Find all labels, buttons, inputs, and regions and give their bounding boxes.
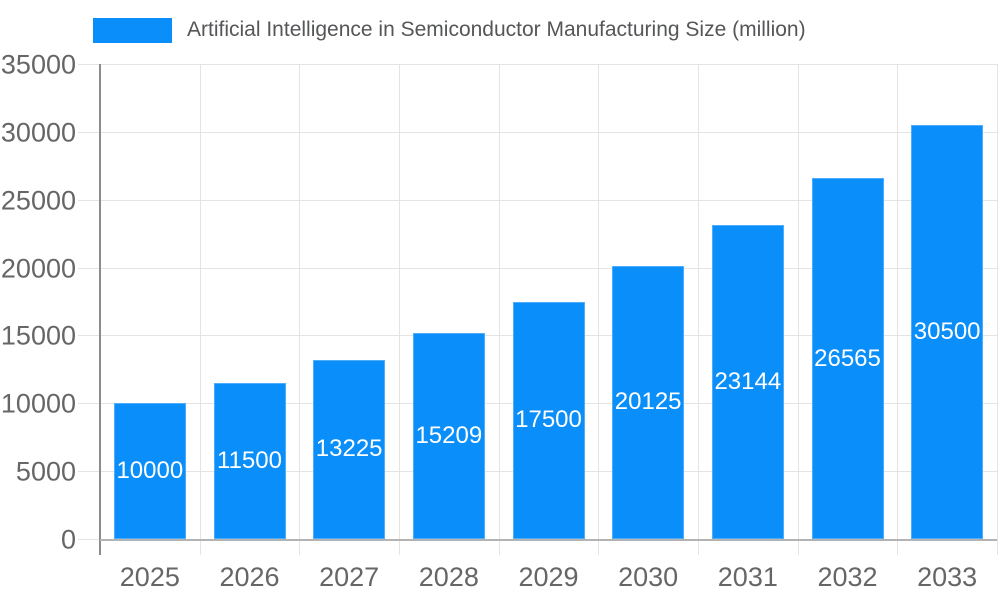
bar-2027[interactable]: 13225 [313, 359, 386, 539]
x-gridline [498, 64, 500, 539]
x-axis-tick [897, 539, 899, 555]
bar-2029[interactable]: 17500 [512, 301, 585, 539]
x-axis-category-label: 2030 [618, 562, 679, 592]
x-axis-tick [698, 539, 699, 555]
bar-value-label: 30500 [913, 318, 981, 346]
legend-label: Artificial Intelligence in Semiconductor… [187, 18, 806, 41]
bar-2030[interactable]: 20125 [612, 265, 685, 539]
y-axis-tick-label: 20000 [0, 253, 76, 284]
y-gridline [78, 199, 997, 201]
x-axis-tick [598, 539, 600, 555]
y-axis-tick-label: 25000 [0, 185, 76, 216]
y-axis-tick-label: 30000 [0, 117, 76, 148]
bar-2032[interactable]: 26565 [811, 178, 884, 539]
y-axis-tick-label: 0 [60, 524, 76, 555]
bar-value-label: 26565 [814, 344, 881, 372]
x-axis-tick [299, 539, 301, 555]
x-axis-category-label: 2029 [518, 562, 579, 592]
x-axis-tick [997, 539, 998, 555]
bar-value-label: 20125 [614, 388, 682, 416]
y-gridline [78, 267, 997, 269]
x-axis-category-label: 2026 [219, 562, 280, 592]
x-axis-category-label: 2027 [319, 562, 380, 592]
y-axis-tick-label: 35000 [0, 49, 76, 80]
y-axis-tick-label: 10000 [0, 388, 76, 419]
bar-value-label: 11500 [217, 446, 282, 474]
y-axis-line [99, 64, 101, 555]
x-gridline [598, 64, 600, 539]
y-axis-tick-label: 5000 [15, 456, 76, 487]
bar-value-label: 15209 [415, 421, 483, 449]
x-gridline [897, 64, 899, 539]
x-gridline [698, 64, 699, 539]
x-axis-category-label: 2025 [119, 562, 180, 592]
x-gridline [797, 64, 799, 539]
x-axis-category-label: 2031 [717, 562, 778, 592]
bar-value-label: 17500 [515, 406, 582, 434]
bar-value-label: 23144 [714, 367, 782, 395]
x-axis-category-label: 2032 [817, 562, 878, 592]
bar-2028[interactable]: 15209 [412, 332, 485, 539]
legend-swatch [93, 17, 172, 43]
y-gridline [78, 539, 100, 540]
x-gridline [997, 64, 998, 539]
x-axis-tick [498, 539, 500, 555]
x-axis-tick [399, 539, 400, 555]
x-gridline [299, 64, 301, 539]
x-gridline [399, 64, 400, 539]
x-axis-tick [199, 539, 201, 555]
y-gridline [78, 64, 997, 65]
x-axis-line [100, 539, 997, 541]
x-axis-category-label: 2028 [418, 562, 479, 592]
bar-2031[interactable]: 23144 [711, 224, 784, 539]
legend-item[interactable]: Artificial Intelligence in Semiconductor… [93, 17, 806, 43]
bar-2025[interactable]: 10000 [113, 403, 186, 539]
y-axis-tick-label: 15000 [0, 320, 76, 351]
bar-2033[interactable]: 30500 [911, 125, 984, 539]
x-axis-category-label: 2033 [917, 562, 978, 592]
bar-value-label: 10000 [116, 457, 184, 485]
x-axis-tick [797, 539, 799, 555]
y-gridline [78, 131, 997, 133]
bar-value-label: 13225 [315, 435, 383, 463]
bar-2026[interactable]: 11500 [213, 382, 286, 539]
x-gridline [199, 64, 201, 539]
